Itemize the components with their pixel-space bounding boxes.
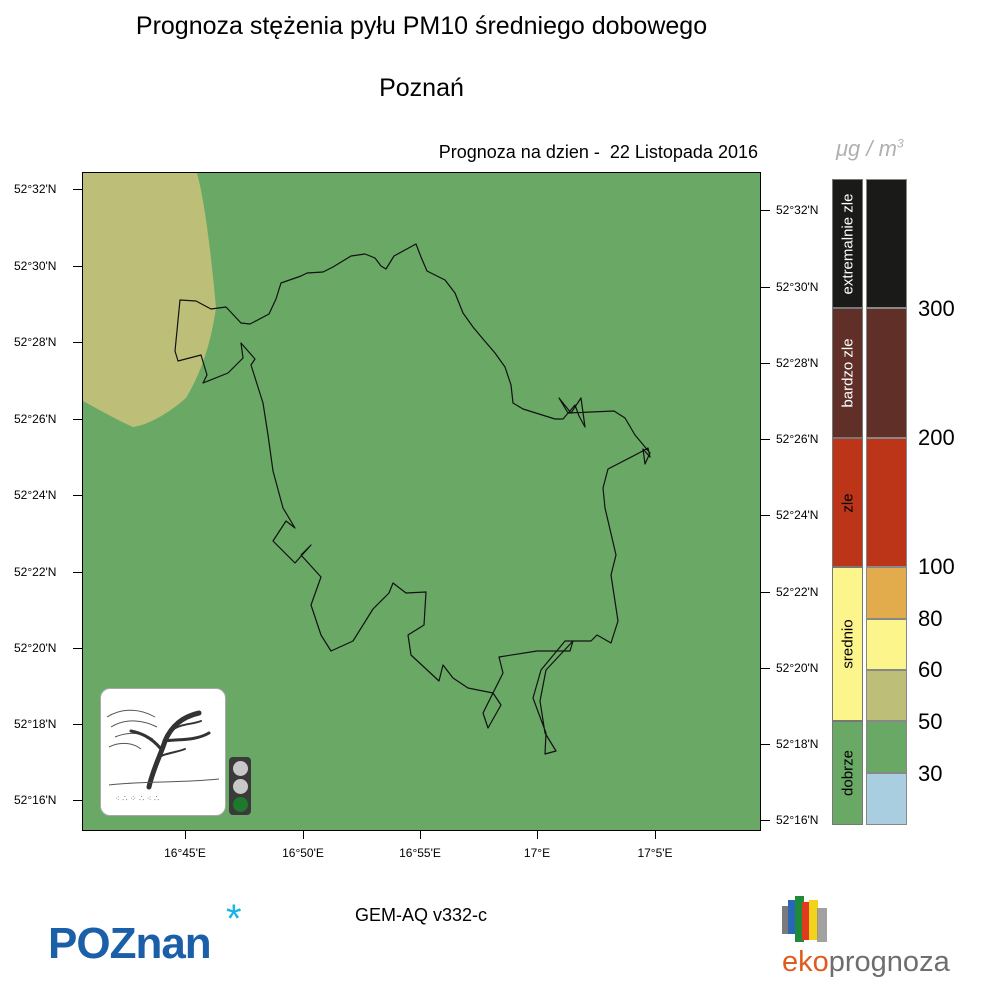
poznan-logo-star: * xyxy=(226,897,242,941)
lon-label: 16°55'E xyxy=(399,846,441,860)
unit-main: μg / m xyxy=(836,136,897,161)
lat-label-left: 52°20'N xyxy=(14,641,57,655)
lon-label: 16°50'E xyxy=(282,846,324,860)
legend-swatch xyxy=(866,438,907,567)
lat-label-left: 52°28'N xyxy=(14,335,57,349)
lat-label-right: 52°30'N xyxy=(776,280,819,294)
poznan-city-boundary xyxy=(174,243,651,755)
unit-exponent: 3 xyxy=(896,136,904,151)
lat-label-left: 52°24'N xyxy=(14,488,57,502)
legend-swatch xyxy=(866,308,907,438)
legend-swatch xyxy=(866,670,907,721)
legend-swatch xyxy=(866,773,907,825)
ekoprognoza-bars-icon xyxy=(782,896,827,942)
legend-swatch xyxy=(866,721,907,773)
map-canvas xyxy=(83,173,651,755)
lat-label-left: 52°30'N xyxy=(14,259,57,273)
legend-level: 80 xyxy=(918,606,943,631)
poznan-logo: POZnan * xyxy=(48,897,258,968)
legend-level: 50 xyxy=(918,709,943,734)
legend-category-extreme: extremalnie zle xyxy=(832,179,863,308)
logo-text-eko: eko xyxy=(782,946,829,978)
legend-category-label: extremalnie zle xyxy=(839,193,856,294)
lat-label-right: 52°24'N xyxy=(776,508,819,522)
model-version: GEM-AQ v332-c xyxy=(355,905,488,925)
legend-level: 200 xyxy=(918,425,955,450)
legend-category-label: bardzo zle xyxy=(839,338,856,408)
wind-tree-widget: ⁖ ∴ ⁘ ∴ ⁖ ∴ xyxy=(100,688,226,816)
lat-label-right: 52°28'N xyxy=(776,356,819,370)
lat-label-right: 52°32'N xyxy=(776,203,819,217)
lat-label-right: 52°26'N xyxy=(776,432,819,446)
map-title: Prognoza stężenia pyłu PM10 średniego do… xyxy=(135,12,708,40)
legend-level: 300 xyxy=(918,296,955,321)
lat-label-left: 52°18'N xyxy=(14,717,57,731)
svg-text:⁖ ∴ ⁘ ∴ ⁖ ∴: ⁖ ∴ ⁘ ∴ ⁖ ∴ xyxy=(115,794,159,803)
legend-category-bad: zle xyxy=(832,438,863,567)
lat-label-left: 52°26'N xyxy=(14,412,57,426)
city-name: Poznań xyxy=(379,74,464,102)
windy-tree-icon: ⁖ ∴ ⁘ ∴ ⁖ ∴ xyxy=(106,709,220,803)
legend-category-medium: srednio xyxy=(832,567,863,721)
forecast-date: Prognoza na dzien - 22 Listopada 2016 xyxy=(438,142,758,162)
lon-label: 16°45'E xyxy=(164,846,206,860)
lon-label: 17°5'E xyxy=(637,846,673,860)
pm10-zone-50-60 xyxy=(83,173,216,427)
lat-label-right: 52°16'N xyxy=(776,813,819,827)
legend-level: 100 xyxy=(918,554,955,579)
legend-category-label: srednio xyxy=(839,619,856,669)
traffic-light-top xyxy=(233,761,248,776)
legend-swatch xyxy=(866,179,907,308)
traffic-light-icon xyxy=(229,757,251,815)
legend-swatch xyxy=(866,619,907,670)
legend-swatch xyxy=(866,567,907,619)
logo-text-prognoza: prognoza xyxy=(828,946,950,978)
unit-label: μg / m3 xyxy=(836,136,904,162)
traffic-light-bottom xyxy=(233,797,248,812)
legend-category-label: dobrze xyxy=(839,750,856,796)
lat-label-right: 52°22'N xyxy=(776,585,819,599)
legend-category-good: dobrze xyxy=(832,721,863,825)
lat-label-left: 52°16'N xyxy=(14,793,57,807)
lat-label-right: 52°20'N xyxy=(776,661,819,675)
traffic-light-middle xyxy=(233,779,248,794)
legend-level: 60 xyxy=(918,657,943,682)
legend-category-very-bad: bardzo zle xyxy=(832,308,863,438)
lat-label-left: 52°32'N xyxy=(14,182,57,196)
poznan-logo-text: POZnan xyxy=(48,919,212,968)
lat-label-left: 52°22'N xyxy=(14,565,57,579)
lat-label-right: 52°18'N xyxy=(776,737,819,751)
legend-level: 30 xyxy=(918,761,943,786)
ekoprognoza-logo-text: ekoprognoza xyxy=(782,946,950,979)
ekoprognoza-logo: ekoprognoza xyxy=(782,896,962,986)
lon-label: 17°E xyxy=(523,846,551,860)
legend-category-label: zle xyxy=(839,492,856,513)
